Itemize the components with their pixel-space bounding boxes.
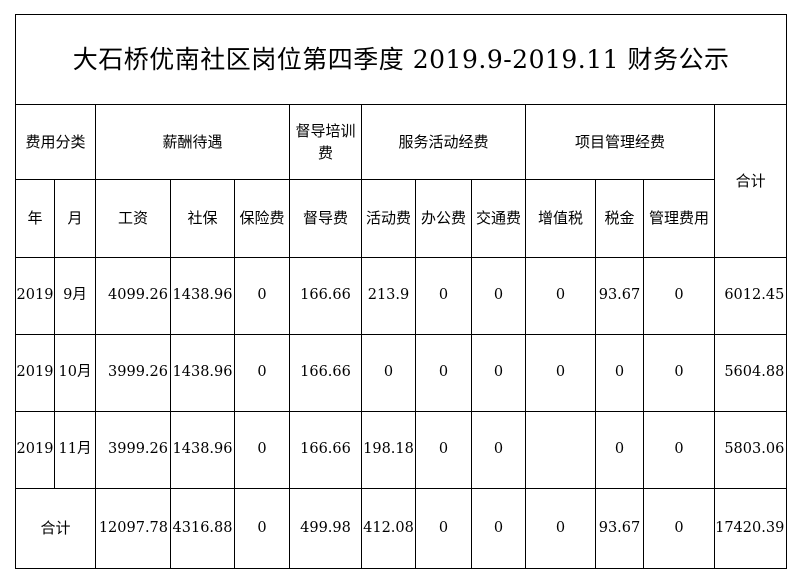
total-vat: 0 [525,488,596,569]
total-social-security: 4316.88 [170,488,235,569]
table-row: 2019 11月 3999.26 1438.96 0 166.66 198.18… [15,411,788,489]
cell-transport-fee: 0 [471,257,526,335]
cell-wage: 4099.26 [95,257,171,335]
col-wage: 工资 [95,179,171,258]
cell-total: 5803.06 [713,411,788,489]
cell-vat: 0 [525,257,596,335]
cell-transport-fee: 0 [471,334,526,412]
cell-tax: 0 [595,411,644,489]
cell-social-security: 1438.96 [170,411,235,489]
cell-total: 6012.45 [713,257,788,335]
cell-social-security: 1438.96 [170,334,235,412]
cell-year: 2019 [15,411,55,489]
header-category: 费用分类 [15,104,96,180]
cell-management-fee: 0 [643,334,715,412]
table-row: 2019 10月 3999.26 1438.96 0 166.66 0 0 0 … [15,334,788,412]
total-office-fee: 0 [415,488,472,569]
total-transport-fee: 0 [471,488,526,569]
cell-year: 2019 [15,257,55,335]
column-header-row: 年 月 工资 社保 保险费 督导费 活动费 办公费 交通费 增值税 税金 管理费… [15,179,787,258]
cell-activity-fee: 213.9 [361,257,416,335]
header-total: 合计 [713,104,788,258]
col-tax: 税金 [595,179,644,258]
col-activity-fee: 活动费 [361,179,416,258]
cell-management-fee: 0 [643,411,715,489]
cell-vat: 0 [525,334,596,412]
cell-total: 5604.88 [713,334,788,412]
cell-month: 11月 [54,411,96,489]
cell-month: 10月 [54,334,96,412]
total-wage: 12097.78 [95,488,171,569]
cell-supervision-fee: 166.66 [289,334,362,412]
cell-supervision-fee: 166.66 [289,257,362,335]
cell-insurance: 0 [234,334,290,412]
cell-wage: 3999.26 [95,334,171,412]
total-tax: 93.67 [595,488,644,569]
header-salary: 薪酬待遇 [95,104,290,180]
total-supervision-fee: 499.98 [289,488,362,569]
col-year: 年 [15,179,55,258]
grand-total: 17420.39 [713,488,788,569]
page-title: 大石桥优南社区岗位第四季度 2019.9-2019.11 财务公示 [14,14,788,105]
col-social-security: 社保 [170,179,235,258]
group-header-row: 费用分类 薪酬待遇 督导培训费 服务活动经费 项目管理经费 合计 [15,104,788,258]
cell-tax: 93.67 [595,257,644,335]
table-row: 2019 9月 4099.26 1438.96 0 166.66 213.9 0… [15,257,788,335]
col-office-fee: 办公费 [415,179,472,258]
total-insurance: 0 [234,488,290,569]
finance-table: 大石桥优南社区岗位第四季度 2019.9-2019.11 财务公示 费用分类 薪… [14,14,788,569]
cell-month: 9月 [54,257,96,335]
cell-activity-fee: 198.18 [361,411,416,489]
total-activity-fee: 412.08 [361,488,416,569]
cell-management-fee: 0 [643,257,715,335]
cell-activity-fee: 0 [361,334,416,412]
cell-office-fee: 0 [415,411,472,489]
col-month: 月 [54,179,96,258]
cell-supervision-fee: 166.66 [289,411,362,489]
finance-sheet: 大石桥优南社区岗位第四季度 2019.9-2019.11 财务公示 费用分类 薪… [14,14,788,569]
col-supervision-fee: 督导费 [289,179,362,258]
col-vat: 增值税 [525,179,596,258]
cell-social-security: 1438.96 [170,257,235,335]
header-project: 项目管理经费 [525,104,715,180]
cell-wage: 3999.26 [95,411,171,489]
col-insurance: 保险费 [234,179,290,258]
cell-office-fee: 0 [415,257,472,335]
title-row: 大石桥优南社区岗位第四季度 2019.9-2019.11 财务公示 [14,14,788,105]
total-management-fee: 0 [643,488,715,569]
header-supervision: 督导培训费 [289,104,362,180]
col-management-fee: 管理费用 [643,179,715,258]
header-service: 服务活动经费 [361,104,526,180]
cell-insurance: 0 [234,257,290,335]
cell-office-fee: 0 [415,334,472,412]
cell-tax: 0 [595,334,644,412]
cell-vat [525,411,596,489]
totals-label: 合计 [15,488,96,569]
col-transport-fee: 交通费 [471,179,526,258]
cell-year: 2019 [15,334,55,412]
cell-transport-fee: 0 [471,411,526,489]
cell-insurance: 0 [234,411,290,489]
totals-row: 合计 12097.78 4316.88 0 499.98 412.08 0 0 … [15,488,788,569]
